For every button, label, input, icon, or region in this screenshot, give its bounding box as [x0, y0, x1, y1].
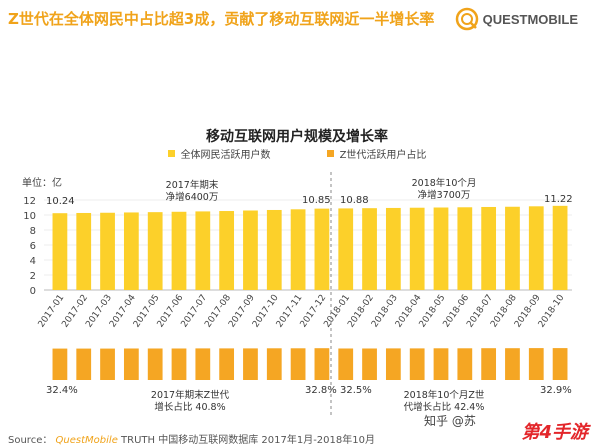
source-brand: QuestMobile [55, 435, 118, 446]
annotation-bottom-2017-line2: 增长占比 40.8% [154, 401, 225, 413]
annotation-bottom-2017-line1: 2017年期末Z世代 [151, 389, 230, 401]
bar-total-2018-03 [385, 207, 401, 290]
annotation-bottom-2018-line2: 代增长占比 42.4% [404, 401, 485, 413]
bar-total-2017-02 [76, 212, 92, 290]
source-label: Source： [8, 435, 53, 446]
data-label-first: 10.24 [46, 196, 75, 207]
bar-share-2018-01 [338, 348, 354, 380]
bar-share-2017-07 [195, 348, 211, 380]
legend-label-genz: Z世代活跃用户占比 [339, 150, 427, 161]
bar-total-2018-08 [505, 206, 520, 290]
annotation-bottom-2018-line1: 2018年10个月Z世 [404, 389, 485, 401]
bar-share-2017-05 [147, 348, 163, 380]
site-watermark: 第4手游 [521, 422, 588, 443]
bar-share-2017-02 [76, 348, 92, 380]
annotation-2018-line2: 净增3700万 [418, 189, 471, 201]
legend: 全体网民活跃用户数 Z世代活跃用户占比 [0, 146, 594, 161]
bar-share-2018-09 [528, 348, 544, 380]
legend-item-genz: Z世代活跃用户占比 [326, 146, 427, 161]
bar-share-2018-08 [505, 348, 520, 380]
bar-total-2018-01 [338, 208, 354, 290]
share-label-jan2018: 32.5% [340, 385, 372, 396]
bar-share-2018-05 [433, 348, 449, 380]
bar-share-2018-04 [409, 348, 425, 380]
y-tick-label: 10 [23, 211, 36, 222]
bar-total-2017-11 [290, 209, 306, 290]
bar-total-2017-04 [123, 212, 139, 290]
legend-swatch-total [167, 150, 175, 157]
bar-total-2018-02 [362, 208, 377, 290]
brand-name: QUESTMOBILE [482, 11, 578, 27]
bar-share-2017-03 [100, 348, 115, 380]
bar-total-2018-04 [409, 207, 425, 290]
data-label-jan2018: 10.88 [340, 195, 369, 206]
bar-total-2018-10 [552, 205, 568, 290]
bar-total-2018-05 [433, 207, 449, 290]
bar-total-2017-07 [195, 211, 211, 290]
bar-total-2017-03 [100, 212, 115, 290]
y-tick-label: 12 [23, 196, 36, 207]
legend-label-total: 全体网民活跃用户数 [180, 150, 271, 161]
bar-share-2017-10 [266, 348, 282, 380]
source-note: Source： QuestMobile TRUTH 中国移动互联网数据库 201… [8, 431, 375, 446]
y-tick-label: 6 [30, 241, 36, 252]
y-unit-label: 单位：亿 [22, 176, 62, 189]
bar-share-2017-06 [171, 348, 187, 380]
bar-total-2017-08 [219, 211, 235, 290]
y-tick-label: 2 [30, 271, 36, 282]
bar-total-2018-09 [528, 206, 544, 290]
bar-share-2017-11 [290, 348, 306, 380]
bar-total-2017-05 [147, 212, 163, 290]
bar-share-2018-07 [481, 348, 497, 380]
bar-total-2017-06 [171, 211, 187, 290]
bar-total-2018-07 [481, 206, 497, 290]
bar-share-2018-03 [385, 348, 401, 380]
bar-total-2017-09 [243, 210, 258, 290]
questmobile-logo-icon [455, 7, 478, 31]
brand: QUESTMOBILE [455, 7, 578, 31]
data-label-last: 11.22 [544, 194, 573, 205]
zhihu-watermark: 知乎 @苏 [424, 414, 476, 428]
source-text: TRUTH 中国移动互联网数据库 2017年1月-2018年10月 [121, 435, 375, 446]
share-label-dec2017: 32.8% [305, 385, 337, 396]
bar-share-2017-12 [314, 348, 330, 380]
legend-swatch-genz [326, 150, 334, 157]
bar-total-2017-12 [314, 208, 330, 290]
annotation-2017-line1: 2017年期末 [166, 179, 219, 191]
bar-share-2017-09 [243, 348, 258, 380]
bar-share-2018-06 [457, 348, 473, 380]
annotation-2017-line2: 净增6400万 [166, 191, 219, 203]
share-label-last: 32.9% [540, 385, 572, 396]
bar-total-2017-01 [52, 213, 68, 290]
annotation-2018-line1: 2018年10个月 [412, 177, 477, 189]
share-label-first: 32.4% [46, 385, 78, 396]
headline: Z世代在全体网民中占比超3成，贡献了移动互联网近一半增长率 [8, 10, 435, 28]
bar-share-2018-10 [552, 348, 568, 380]
bar-share-2017-04 [123, 348, 139, 380]
bar-share-2017-01 [52, 348, 68, 380]
y-tick-label: 8 [30, 226, 36, 237]
y-tick-label: 4 [30, 256, 36, 267]
legend-item-total: 全体网民活跃用户数 [167, 146, 271, 161]
bar-total-2018-06 [457, 207, 473, 290]
y-tick-label: 0 [30, 286, 36, 297]
data-label-dec2017: 10.85 [302, 195, 331, 206]
chart-title: 移动互联网用户规模及增长率 [206, 129, 388, 145]
bar-total-2017-10 [266, 209, 282, 290]
bar-share-2018-02 [362, 348, 377, 380]
bar-share-2017-08 [219, 348, 235, 380]
